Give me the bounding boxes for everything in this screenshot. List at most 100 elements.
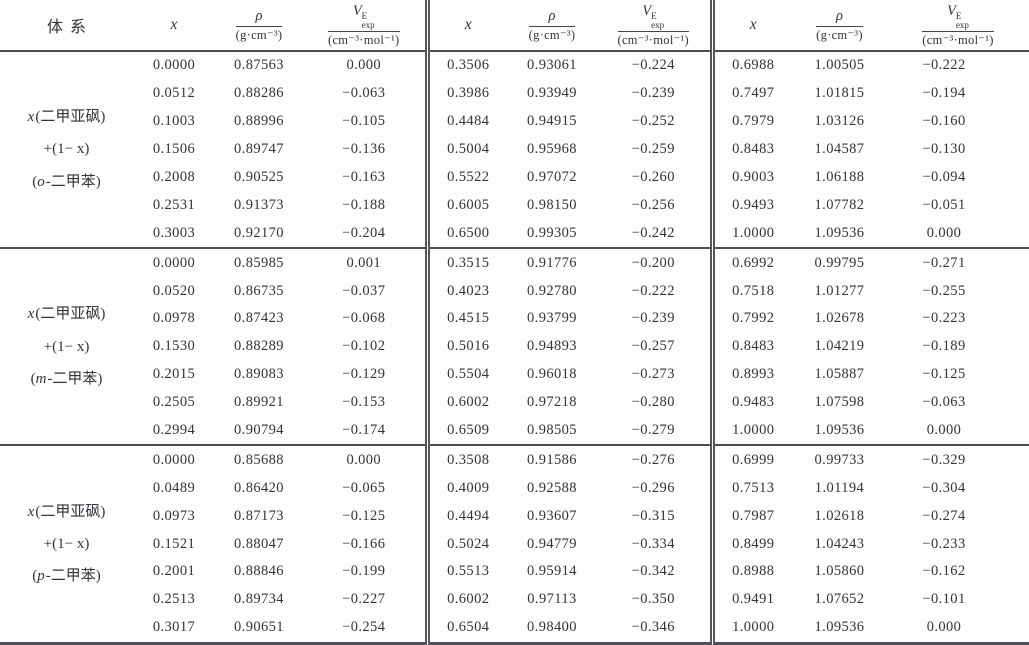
rho-value-cell: 0.90794 [234, 422, 284, 439]
excess-volume-unit: (cm⁻³·mol⁻¹) [617, 32, 689, 47]
v-value-cell: −0.350 [631, 591, 675, 608]
rho-value-cell: 1.06188 [814, 169, 865, 185]
x-column-header-3: x [709, 0, 792, 52]
system-label-line-1: x(二甲亚砜) [27, 503, 106, 520]
rho-value-cell: 0.97218 [527, 394, 577, 411]
x-value-cell: 0.5004 [424, 135, 507, 164]
rho-value-cell: 1.09536 [814, 619, 865, 636]
rho-value-cell: 0.91776 [507, 247, 597, 278]
system-label-line-1: x(二甲亚砜) [27, 109, 106, 126]
x-value-cell: 0.0000 [152, 57, 196, 74]
rho-value-cell: 0.90525 [234, 169, 284, 185]
v-value-cell: −0.279 [631, 422, 675, 439]
x-value-cell: 0.3508 [424, 444, 507, 475]
rho-value-cell: 0.99733 [792, 444, 887, 475]
rho-value-cell: 1.02678 [814, 310, 865, 327]
table-row: 0.2008 0.90525 −0.163 0.5522 0.97072 −0.260 0.… [0, 163, 1029, 192]
x-value-cell: 0.7979 [709, 107, 792, 136]
x-value-cell: 0.4009 [424, 474, 507, 503]
x-value-cell: 0.7513 [709, 474, 792, 503]
x-value-cell: 0.6992 [709, 247, 792, 278]
rho-value-cell: 1.01277 [814, 282, 865, 299]
x-value-cell: 0.1521 [152, 535, 196, 552]
v-value-cell: −0.125 [922, 366, 966, 383]
density-unit: (g·cm⁻³) [816, 27, 863, 42]
x-value-cell: 0.6500 [424, 219, 507, 249]
density-column-header-2: ρ (g·cm⁻³) [507, 0, 597, 52]
system-label-line-1: x(二甲亚砜) [27, 306, 106, 323]
rho-value-cell: 1.04587 [814, 141, 865, 158]
v-value-cell: −0.160 [922, 113, 966, 130]
v-value-cell: −0.239 [631, 310, 675, 327]
table-row: 0.2994 0.90794 −0.174 0.6509 0.98505 −0.279 1.… [0, 416, 1029, 446]
v-value-cell: −0.162 [922, 563, 966, 580]
rho-value-cell: 0.97113 [527, 591, 577, 608]
x-value-cell: 0.5513 [424, 558, 507, 586]
x-value-cell: 0.2001 [152, 563, 196, 580]
v-value-cell: −0.342 [631, 563, 675, 580]
x-value-cell: 0.2015 [152, 366, 196, 383]
density-unit: (g·cm⁻³) [528, 27, 576, 42]
v-value-cell: −0.252 [631, 113, 675, 130]
x-value-cell: 0.6504 [424, 613, 507, 644]
system-label-line-2: +(1− x) [43, 535, 90, 552]
v-value-cell: −0.334 [631, 535, 675, 552]
rho-value-cell: 0.93607 [527, 507, 577, 524]
v-value-cell: −0.094 [922, 169, 966, 185]
system-label-line-3: (o-二甲苯) [32, 173, 101, 190]
x-value-cell: 0.3986 [424, 79, 507, 108]
x-value-cell: 0.0000 [133, 247, 215, 278]
v-value-cell: −0.136 [342, 141, 386, 158]
table-row: 0.2531 0.91373 −0.188 0.6005 0.98150 −0.256 0.… [0, 191, 1029, 220]
v-value-cell: −0.242 [631, 224, 675, 241]
x-value-cell: 0.1506 [152, 141, 196, 158]
x-value-cell: 0.5504 [424, 360, 507, 389]
v-value-cell: −0.163 [342, 169, 386, 185]
table-row: 0.1530 0.88289 −0.102 0.5016 0.94893 −0.257 0.… [0, 332, 1029, 361]
density-fraction: ρ (g·cm⁻³) [528, 7, 576, 44]
table-row: 0.0512 0.88286 −0.063 0.3986 0.93949 −0.239 0.… [0, 79, 1029, 108]
rho-value-cell: 0.85985 [215, 247, 303, 278]
rho-value-cell: 0.88289 [234, 338, 284, 355]
x-value-cell: 0.0520 [152, 282, 196, 299]
v-value-cell: −0.271 [887, 247, 1029, 278]
rho-value-cell: 1.05860 [814, 563, 865, 580]
v-value-cell: −0.273 [631, 366, 675, 383]
x-value-cell: 0.6002 [424, 388, 507, 417]
excess-volume-unit: (cm⁻³·mol⁻¹) [922, 32, 994, 47]
rho-value-cell: 0.87173 [234, 507, 284, 524]
rho-value-cell: 0.99305 [527, 224, 577, 241]
v-value-cell: −0.153 [342, 394, 386, 411]
v-value-cell: −0.222 [922, 57, 966, 74]
x-value-cell: 0.4484 [424, 107, 507, 136]
rho-value-cell: 1.07598 [814, 394, 865, 411]
v-value-cell: −0.233 [922, 535, 966, 552]
x-value-cell: 0.2505 [152, 394, 196, 411]
x-value-cell: 0.8483 [709, 332, 792, 361]
x-value-cell: 0.4515 [424, 305, 507, 333]
v-value-cell: 0.000 [303, 444, 427, 475]
x-value-cell: 0.1003 [152, 113, 196, 130]
x-value-cell: 0.6005 [424, 191, 507, 220]
table-row: 0.2505 0.89921 −0.153 0.6002 0.97218 −0.280 0.… [0, 388, 1029, 417]
v-value-cell: −0.101 [922, 591, 966, 608]
v-value-cell: −0.166 [342, 535, 386, 552]
x-value-cell: 0.6999 [709, 444, 792, 475]
v-value-cell: −0.254 [342, 619, 386, 636]
rho-value-cell: 0.94893 [527, 338, 577, 355]
x-value-cell: 0.6509 [424, 416, 507, 446]
x-value-cell: 0.8483 [709, 135, 792, 164]
x-value-cell: 0.1530 [152, 338, 196, 355]
v-value-cell: −0.255 [922, 282, 966, 299]
rho-value-cell: 0.93061 [527, 57, 577, 74]
rho-value-cell: 0.89083 [234, 366, 284, 383]
table-row: x(二甲亚砜) +(1− x) (p-二甲苯) 0.0000 0.85688 0.000 0… [0, 444, 1029, 644]
v-value-cell: −0.130 [922, 141, 966, 158]
x-value-cell: 0.0973 [152, 507, 196, 524]
